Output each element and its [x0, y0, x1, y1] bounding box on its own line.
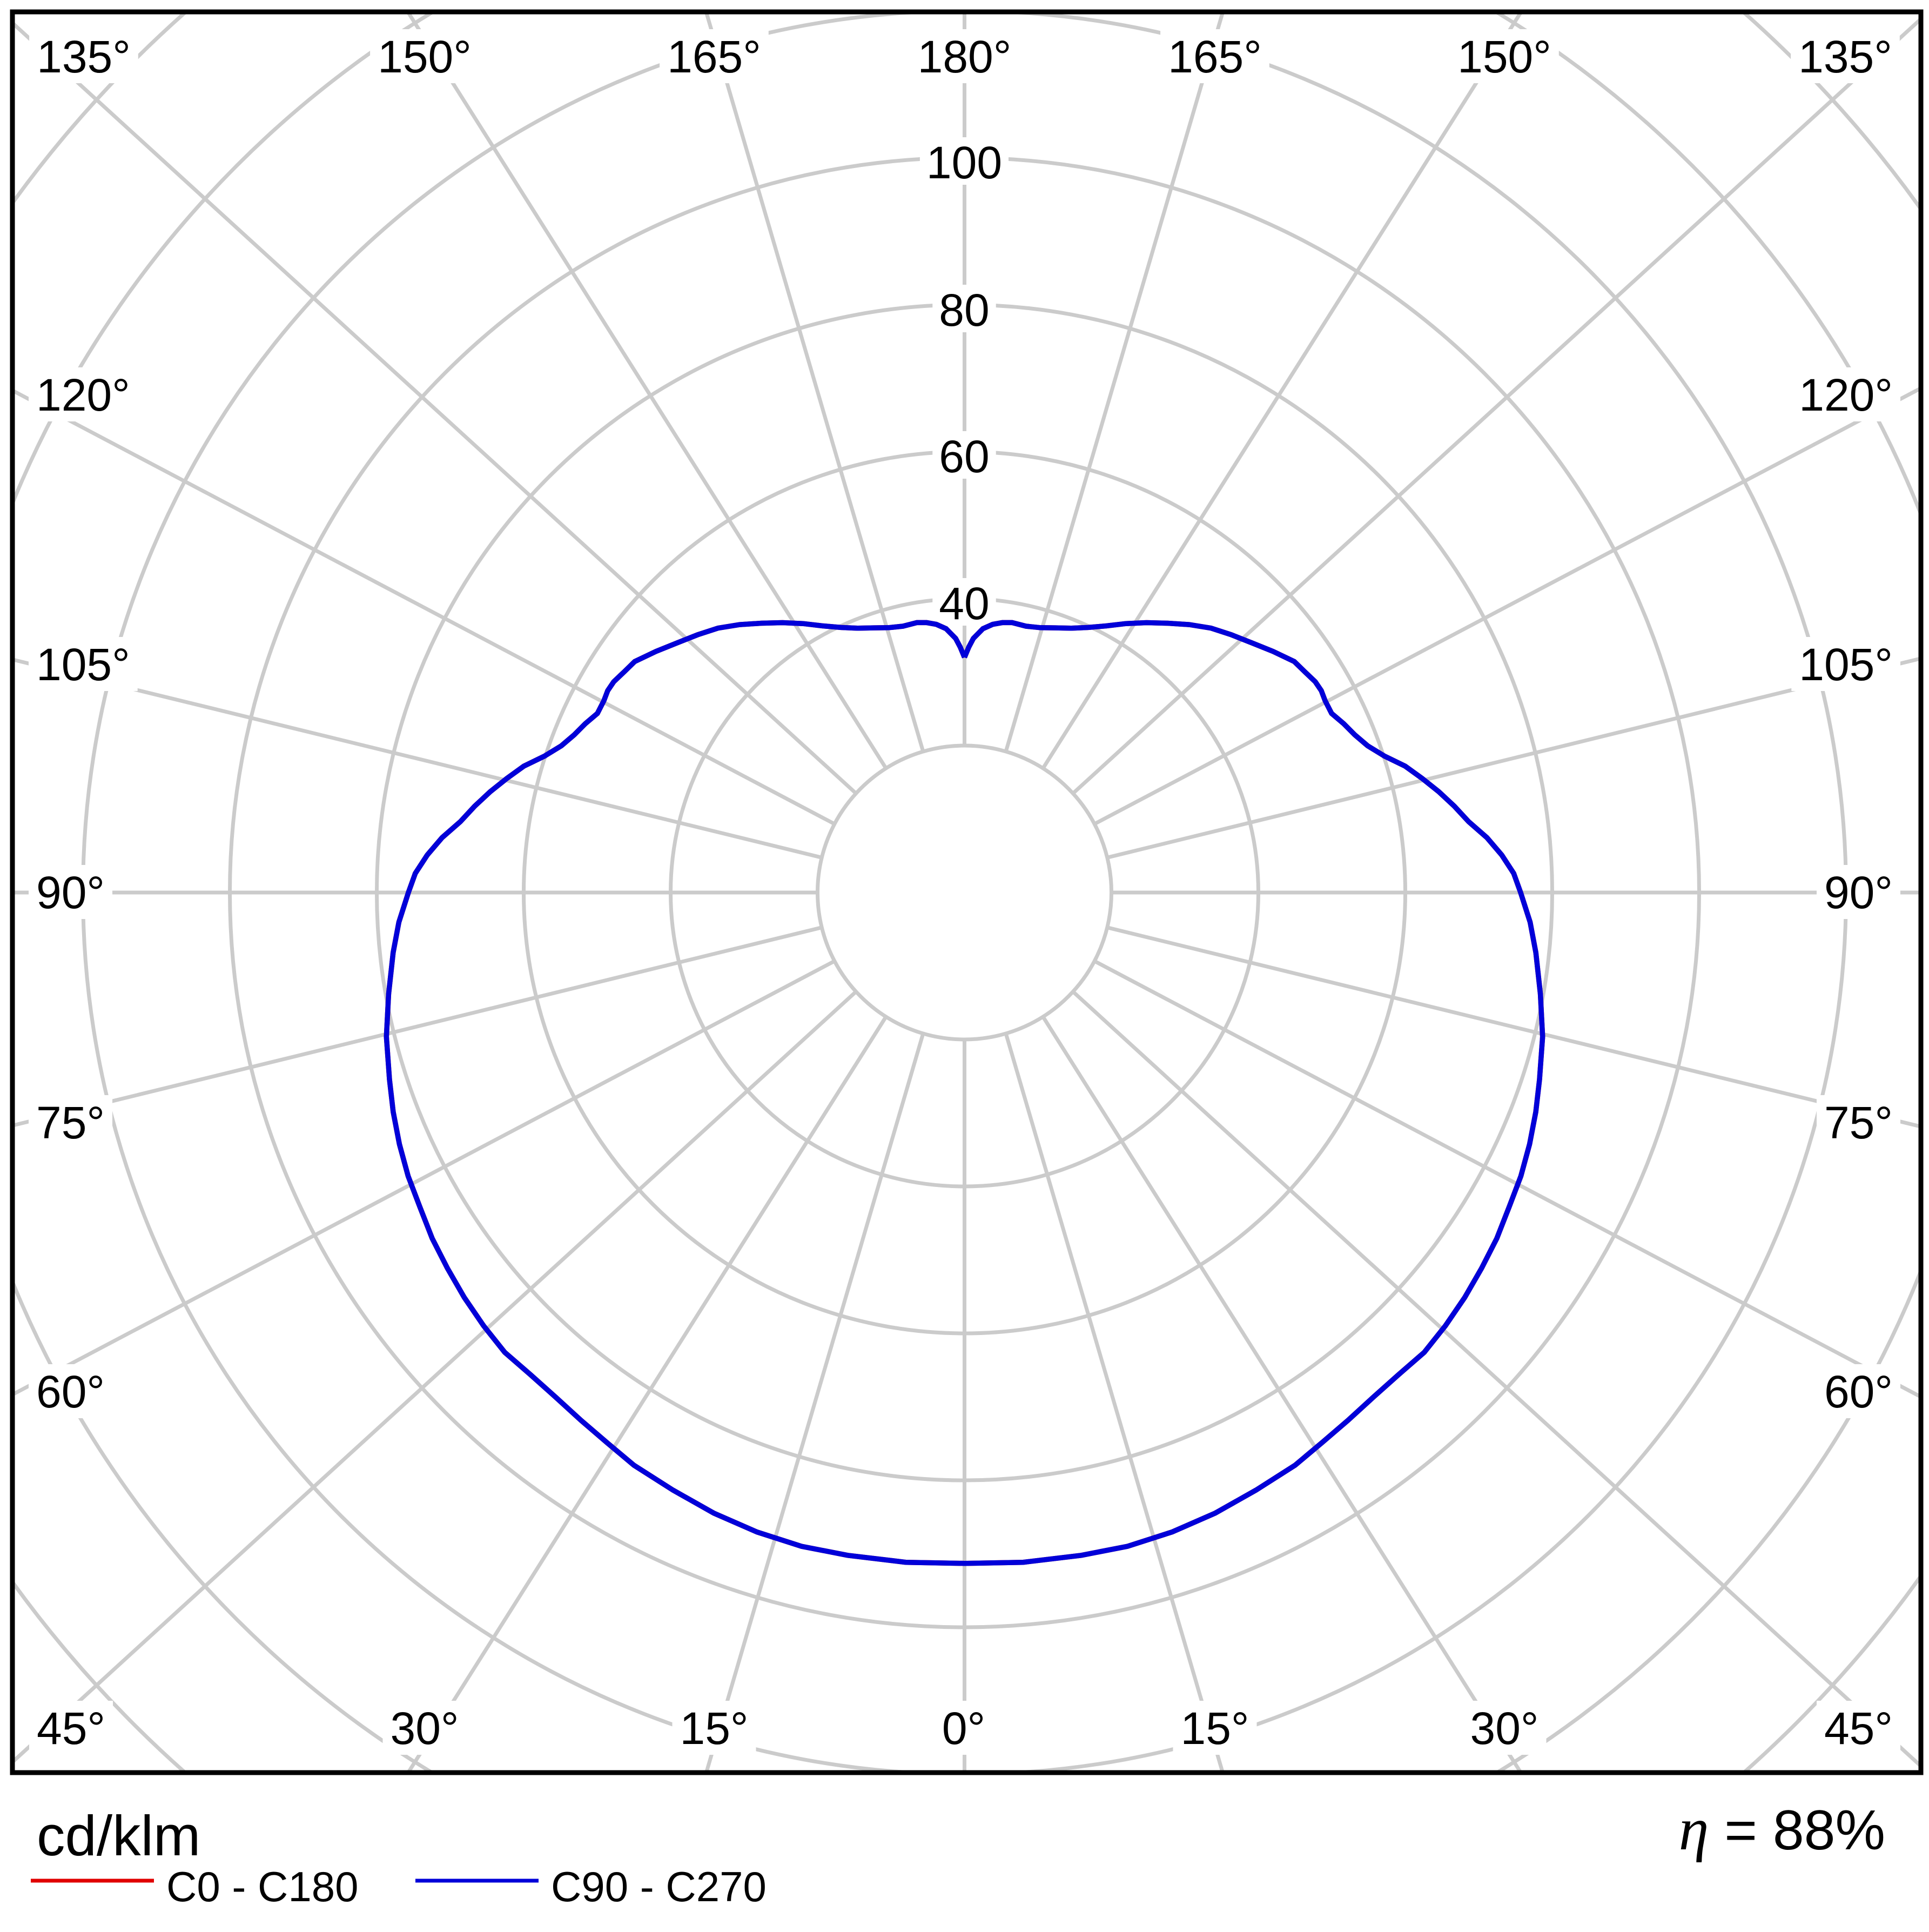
svg-text:60: 60 — [939, 431, 989, 482]
svg-text:η = 88%: η = 88% — [1679, 1796, 1885, 1863]
svg-text:90°: 90° — [1824, 867, 1893, 918]
svg-text:60°: 60° — [36, 1366, 105, 1417]
svg-text:80: 80 — [939, 285, 989, 336]
svg-text:120°: 120° — [1799, 370, 1893, 420]
svg-text:105°: 105° — [36, 639, 130, 690]
svg-text:30°: 30° — [1470, 1703, 1538, 1754]
svg-text:150°: 150° — [1457, 31, 1551, 82]
svg-text:75°: 75° — [1824, 1097, 1893, 1148]
svg-text:150°: 150° — [378, 31, 472, 82]
svg-text:0°: 0° — [942, 1703, 985, 1754]
svg-text:60°: 60° — [1824, 1366, 1893, 1417]
svg-text:cd/klm: cd/klm — [37, 1804, 200, 1868]
svg-text:15°: 15° — [1180, 1703, 1249, 1754]
svg-text:180°: 180° — [918, 31, 1012, 82]
svg-text:90°: 90° — [36, 867, 105, 918]
svg-text:135°: 135° — [37, 31, 131, 82]
svg-text:30°: 30° — [390, 1703, 459, 1754]
svg-text:75°: 75° — [36, 1097, 105, 1148]
svg-text:45°: 45° — [37, 1703, 105, 1754]
svg-text:135°: 135° — [1798, 31, 1892, 82]
svg-text:165°: 165° — [1168, 31, 1262, 82]
svg-text:C90 - C270: C90 - C270 — [551, 1863, 767, 1910]
svg-text:120°: 120° — [36, 370, 130, 420]
svg-text:105°: 105° — [1799, 639, 1893, 690]
svg-text:15°: 15° — [680, 1703, 748, 1754]
svg-text:40: 40 — [939, 578, 989, 629]
svg-text:165°: 165° — [667, 31, 761, 82]
svg-text:C0 - C180: C0 - C180 — [166, 1863, 359, 1910]
svg-text:45°: 45° — [1824, 1703, 1893, 1754]
svg-text:100: 100 — [926, 137, 1002, 188]
